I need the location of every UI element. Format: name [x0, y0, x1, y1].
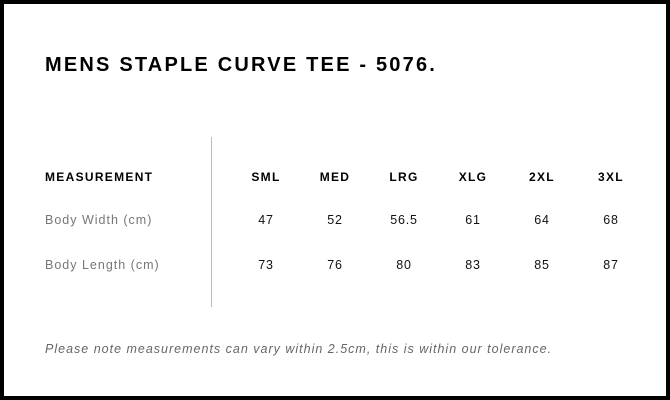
table-cell: 73 — [258, 258, 274, 272]
table-cell: 56.5 — [390, 213, 418, 227]
table-cell: 52 — [327, 213, 343, 227]
size-chart-card: MENS STAPLE CURVE TEE - 5076. MEASUREMEN… — [4, 4, 666, 396]
size-header-xlg: XLG — [458, 170, 488, 184]
table-cell: 83 — [465, 258, 481, 272]
row-label: Body Width (cm) — [45, 213, 153, 227]
column-divider — [211, 137, 212, 307]
table-cell: 76 — [327, 258, 343, 272]
table-cell: 85 — [534, 258, 550, 272]
size-header-sml: SML — [251, 170, 281, 184]
size-header-2xl: 2XL — [529, 170, 555, 184]
size-header-lrg: LRG — [389, 170, 419, 184]
table-cell: 61 — [465, 213, 481, 227]
measurement-header: MEASUREMENT — [45, 170, 154, 184]
table-cell: 87 — [603, 258, 619, 272]
size-header-3xl: 3XL — [598, 170, 624, 184]
table-cell: 68 — [603, 213, 619, 227]
table-cell: 80 — [396, 258, 412, 272]
tolerance-note: Please note measurements can vary within… — [45, 342, 553, 356]
size-header-med: MED — [319, 170, 351, 184]
row-label: Body Length (cm) — [45, 258, 160, 272]
page-title: MENS STAPLE CURVE TEE - 5076. — [45, 54, 438, 76]
table-cell: 47 — [258, 213, 274, 227]
table-cell: 64 — [534, 213, 550, 227]
